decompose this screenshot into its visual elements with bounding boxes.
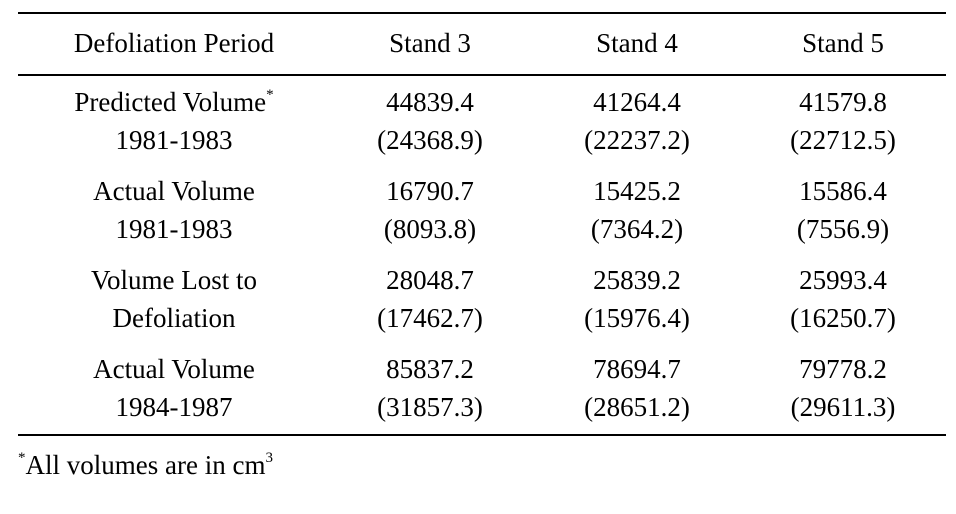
sd-value: (7364.2)	[590, 214, 684, 244]
row-label: 1981-1983	[44, 125, 304, 155]
row-label: Predicted Volume*	[44, 87, 304, 117]
mean-value: 28048.7	[386, 265, 474, 295]
row-label-text: Actual Volume	[93, 354, 255, 384]
footnote-text: All volumes are in cm	[25, 450, 266, 480]
row-label: Volume Lost to	[44, 265, 304, 295]
sd-value: (16250.7)	[790, 303, 896, 333]
mean-value: 25993.4	[799, 265, 887, 295]
sd-value: (22712.5)	[790, 125, 896, 155]
row-label-text: 1984-1987	[115, 392, 233, 422]
row-label-text: Defoliation	[112, 303, 236, 333]
row-label: 1984-1987	[44, 392, 304, 422]
header-cell: Stand 4	[596, 28, 678, 58]
row-label-text: 1981-1983	[115, 125, 233, 155]
sd-value: (24368.9)	[377, 125, 483, 155]
mean-value: 41579.8	[799, 87, 887, 117]
sd-value: (17462.7)	[377, 303, 483, 333]
row-label-text: 1981-1983	[115, 214, 233, 244]
sd-value: (28651.2)	[584, 392, 690, 422]
row-label: 1981-1983	[44, 214, 304, 244]
mean-value: 16790.7	[386, 176, 474, 206]
mean-value: 15586.4	[799, 176, 887, 206]
row-label: Actual Volume	[44, 354, 304, 384]
mean-value: 41264.4	[593, 87, 681, 117]
bottom-rule	[18, 434, 946, 436]
footnote-sup: 3	[265, 450, 273, 466]
sd-value: (29611.3)	[790, 392, 896, 422]
header-cell: Defoliation Period	[73, 28, 275, 58]
sd-value: (22237.2)	[584, 125, 690, 155]
mean-value: 25839.2	[593, 265, 681, 295]
row-label: Defoliation	[44, 303, 304, 333]
header-cell: Stand 3	[389, 28, 471, 58]
header-rule	[18, 74, 946, 76]
row-label-mark: *	[266, 87, 274, 103]
row-label-text: Predicted Volume	[74, 87, 267, 117]
footnote-mark: *	[18, 450, 26, 466]
mean-value: 44839.4	[386, 87, 474, 117]
mean-value: 15425.2	[593, 176, 681, 206]
sd-value: (8093.8)	[383, 214, 477, 244]
mean-value: 78694.7	[593, 354, 681, 384]
row-label-text: Actual Volume	[93, 176, 255, 206]
row-label: Actual Volume	[44, 176, 304, 206]
header-cell: Stand 5	[802, 28, 884, 58]
top-rule	[18, 12, 946, 14]
footnote: *All volumes are in cm3	[18, 450, 273, 480]
mean-value: 79778.2	[799, 354, 887, 384]
row-label-text: Volume Lost to	[90, 265, 257, 295]
sd-value: (15976.4)	[584, 303, 690, 333]
sd-value: (7556.9)	[796, 214, 890, 244]
mean-value: 85837.2	[386, 354, 474, 384]
sd-value: (31857.3)	[377, 392, 483, 422]
